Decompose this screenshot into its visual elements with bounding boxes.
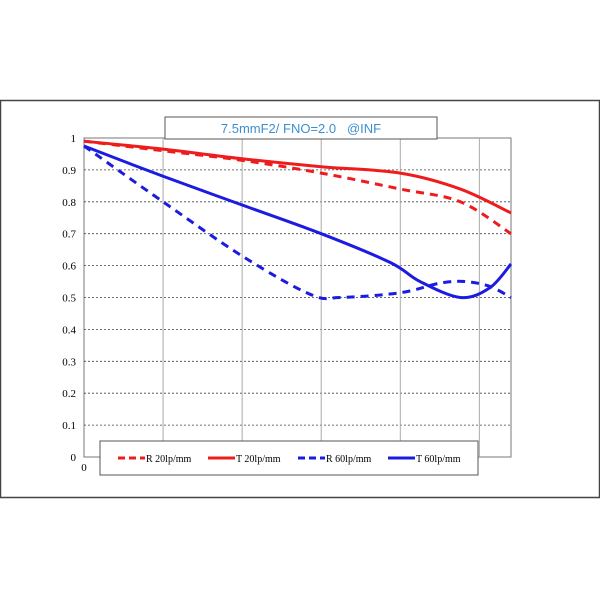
- legend-label: R 60lp/mm: [326, 454, 372, 465]
- y-tick-label: 0.7: [62, 229, 76, 241]
- y-tick-label: 0.5: [62, 293, 76, 305]
- legend-label: R 20lp/mm: [146, 454, 192, 465]
- y-tick-label: 1: [71, 133, 77, 145]
- y-tick-label: 0.9: [62, 165, 76, 177]
- chart-title: 7.5mmF2/ FNO=2.0 @INF: [221, 121, 381, 136]
- series-line-r-20lp-mm: [83, 139, 512, 235]
- y-tick-label: 0.3: [62, 356, 76, 368]
- y-tick-label: 0.2: [62, 388, 76, 400]
- x-origin-label: 0: [81, 462, 87, 474]
- y-tick-label: 0.4: [62, 324, 76, 336]
- y-tick-label: 0: [71, 452, 77, 464]
- series-line-r-60lp-mm: [83, 144, 512, 301]
- y-tick-labels: 0 0.1 0.2 0.3 0.4 0.5 0.6 0.7 0.8 0.9 1: [62, 133, 76, 464]
- series-line-t-60lp-mm: [83, 144, 513, 300]
- y-tick-label: 0.8: [62, 197, 76, 209]
- legend-label: T 20lp/mm: [236, 454, 281, 465]
- plot-lines: [83, 139, 513, 301]
- title-box: [164, 116, 438, 140]
- legend: R 20lp/mm T 20lp/mm R 60lp/mm T 60lp/mm: [118, 454, 461, 465]
- series-line-t-20lp-mm: [83, 139, 512, 215]
- legend-label: T 60lp/mm: [416, 454, 461, 465]
- y-tick-label: 0.1: [62, 420, 76, 432]
- y-tick-label: 0.6: [62, 261, 76, 273]
- grid: [83, 137, 512, 458]
